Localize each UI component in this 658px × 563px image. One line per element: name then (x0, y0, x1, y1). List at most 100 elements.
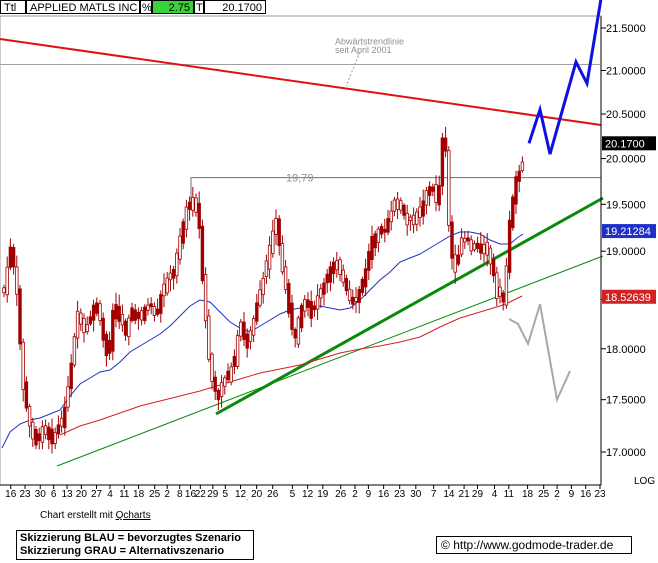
candle-body (152, 305, 157, 316)
candle-body (360, 278, 365, 293)
x-tick-label: 26 (267, 489, 279, 500)
candle-body (53, 432, 57, 444)
x-tick-label: 4 (492, 489, 498, 500)
annotation-resistance: 19,79 (286, 173, 314, 185)
candle-body (511, 196, 515, 229)
candle-body (456, 254, 461, 265)
candle-body (181, 221, 185, 244)
candle-body (386, 218, 390, 233)
x-tick-label: 2 (352, 489, 358, 500)
candle-body (338, 259, 342, 275)
x-tick-label: 22 (195, 489, 207, 500)
x-tick-label: 18 (133, 489, 145, 500)
resistance-line (190, 177, 601, 209)
candle-body (178, 235, 182, 260)
uptrend-line-thick (215, 196, 604, 416)
candle-body (245, 333, 249, 349)
candle-body (290, 302, 294, 330)
x-tick-label: 11 (119, 489, 130, 500)
candle-body (453, 254, 457, 273)
candle-body (146, 304, 150, 311)
candle-body (130, 307, 134, 321)
y-tick-label: 19.0000 (606, 246, 646, 258)
candle-body (296, 317, 301, 345)
candle-body (475, 242, 480, 249)
qcharts-link[interactable]: Qcharts (115, 510, 151, 521)
candle-body (331, 261, 336, 274)
x-tick-label: 23 (19, 489, 31, 500)
candle-body (11, 247, 16, 268)
candle-body (514, 176, 518, 205)
candle-body (469, 239, 473, 252)
x-tick-label: 13 (62, 489, 74, 500)
candle-body (133, 309, 137, 321)
candle-body (162, 283, 166, 297)
x-tick-label: 29 (472, 489, 484, 500)
candle-body (248, 330, 253, 342)
candle-body (389, 210, 393, 223)
blue-ma-price-label: 19.21284 (605, 226, 651, 238)
x-tick-label: 23 (394, 489, 406, 500)
candle-body (379, 226, 384, 235)
x-tick-label: 6 (51, 489, 57, 500)
red-ma-price-label-box (602, 289, 656, 304)
candle-body (85, 324, 89, 333)
candle-body (79, 312, 83, 325)
candle-body (229, 366, 233, 383)
log-scale-label: LOG (634, 476, 655, 487)
candle-body (149, 303, 153, 308)
candle-body (66, 386, 70, 408)
uptrend-line-thin (56, 255, 604, 467)
candle-body (287, 283, 291, 314)
candle-body (159, 294, 163, 314)
candle-body (175, 252, 179, 277)
x-tick-label: 29 (207, 489, 219, 500)
x-tick-label: 18 (522, 489, 534, 500)
candle-body (402, 204, 406, 216)
candle-body (187, 201, 192, 210)
candle-body (21, 341, 25, 390)
candle-body (168, 272, 173, 281)
candle-body (200, 225, 205, 282)
candle-body (395, 198, 400, 210)
candle-body (504, 265, 509, 306)
x-tick-label: 16 (580, 489, 592, 500)
y-tick-label: 21.5000 (606, 23, 646, 35)
candle-body (283, 266, 288, 290)
candle-body (319, 288, 323, 299)
candle-body (232, 355, 237, 367)
x-tick-label: 12 (235, 489, 247, 500)
candle-body (34, 428, 38, 446)
x-month-label: Mar (290, 499, 308, 500)
candle-body (293, 329, 297, 339)
blue-ma-price-label-box (602, 224, 656, 239)
candle-body (184, 206, 189, 230)
candle-body (274, 217, 278, 235)
candle-body (408, 216, 413, 221)
annotation-trend-line-1: Abwärtstrendlinie (335, 37, 404, 47)
candle-body (315, 295, 320, 310)
scenario-blue-path (527, 0, 603, 155)
candle-body (139, 310, 144, 321)
y-tick-label: 17.0000 (606, 447, 646, 459)
candlestick-series (2, 126, 525, 454)
candle-body (411, 214, 416, 226)
candle-body (69, 362, 73, 390)
last-price-label-box (602, 136, 656, 151)
candle-body (91, 304, 96, 321)
candle-body (443, 137, 448, 152)
annotation-trend-line-2: seit April 2001 (335, 45, 392, 55)
candle-body (351, 296, 355, 305)
x-month-label: Nov (53, 499, 71, 500)
percent-symbol: % (140, 0, 152, 14)
candle-body (213, 376, 217, 392)
candle-body (431, 186, 435, 192)
candle-body (501, 292, 505, 303)
candle-body (495, 272, 499, 300)
candle-body (143, 306, 147, 322)
source-url[interactable]: © http://www.godmode-trader.de (436, 536, 632, 554)
x-tick-label: 5 (290, 489, 296, 500)
candle-body (299, 304, 304, 329)
x-month-label: Dec (113, 499, 131, 500)
symbol-name: APPLIED MATLS INC (26, 0, 140, 14)
